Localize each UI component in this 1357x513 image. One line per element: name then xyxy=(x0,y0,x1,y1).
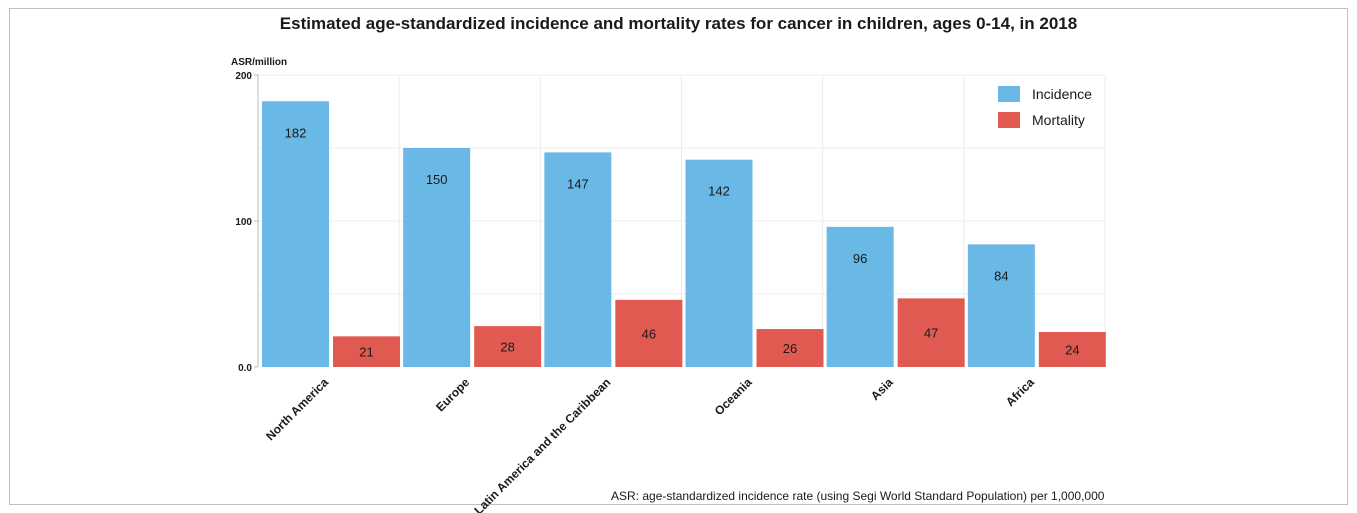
bar-mortality xyxy=(1038,331,1106,367)
x-tick-label: Africa xyxy=(1003,375,1037,409)
bar-incidence xyxy=(262,101,329,367)
x-tick-label: Asia xyxy=(868,375,896,403)
bar-mortality xyxy=(474,326,542,367)
x-tick-label: Europe xyxy=(433,375,472,414)
data-label-incidence: 147 xyxy=(567,176,589,191)
data-label-incidence: 182 xyxy=(285,125,307,140)
data-label-incidence: 96 xyxy=(853,251,867,266)
figure-frame xyxy=(9,8,1348,505)
legend-swatch-mortality xyxy=(998,112,1020,128)
chart-title: Estimated age-standardized incidence and… xyxy=(279,14,1078,33)
bar-incidence xyxy=(544,152,612,367)
bar-incidence xyxy=(826,226,894,367)
bar-incidence xyxy=(685,159,753,367)
bar-incidence xyxy=(967,244,1035,367)
bar-incidence xyxy=(403,148,471,367)
x-tick-label: Latin America and the Caribbean xyxy=(471,375,613,513)
data-label-mortality: 46 xyxy=(642,326,656,341)
bar-mortality xyxy=(615,299,683,367)
y-tick-label: 0.0 xyxy=(238,363,252,374)
y-axis-label: ASR/million xyxy=(231,57,288,68)
bar-mortality xyxy=(756,329,824,367)
legend-swatch-incidence xyxy=(998,86,1020,102)
y-tick-label: 100 xyxy=(235,217,252,228)
legend-label-mortality: Mortality xyxy=(1032,112,1085,128)
legend-label-incidence: Incidence xyxy=(1032,86,1092,102)
data-label-mortality: 21 xyxy=(359,345,373,360)
chart-footnote: ASR: age-standardized incidence rate (us… xyxy=(611,489,1105,503)
data-label-mortality: 47 xyxy=(924,326,938,341)
data-label-incidence: 84 xyxy=(994,268,1008,283)
x-tick-label: North America xyxy=(263,375,331,443)
bar-mortality xyxy=(897,298,965,367)
data-label-mortality: 28 xyxy=(500,340,514,355)
bar-mortality xyxy=(333,336,400,367)
data-label-incidence: 150 xyxy=(426,172,448,187)
data-label-mortality: 24 xyxy=(1065,342,1079,357)
x-tick-label: Oceania xyxy=(712,375,755,418)
data-label-incidence: 142 xyxy=(708,184,730,199)
y-tick-label: 200 xyxy=(235,71,252,82)
data-label-mortality: 26 xyxy=(783,341,797,356)
